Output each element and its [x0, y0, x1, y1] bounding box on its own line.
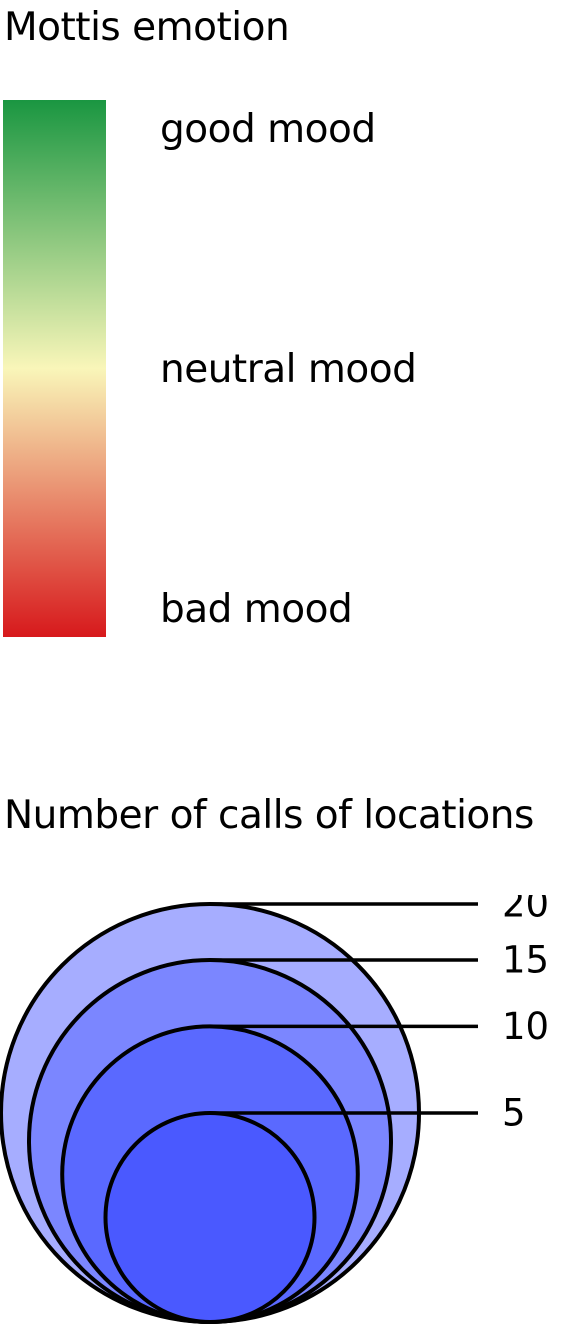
bubble-value-label-5: 5 [502, 1092, 526, 1135]
bubble-circle-5 [103, 1111, 317, 1324]
bubble-value-label-10: 10 [502, 1005, 549, 1048]
neutral-mood-label: neutral mood [160, 347, 417, 392]
bubble-value-label-20: 20 [502, 895, 549, 926]
emotion-legend-title: Mottis emotion [4, 5, 290, 50]
bubble-value-label-15: 15 [502, 939, 549, 982]
calls-legend-title: Number of calls of locations [4, 793, 534, 838]
good-mood-label: good mood [160, 107, 376, 152]
mood-color-gradient [3, 100, 106, 637]
bad-mood-label: bad mood [160, 587, 353, 632]
bubble-size-legend: 20 15 10 5 [0, 895, 549, 1325]
